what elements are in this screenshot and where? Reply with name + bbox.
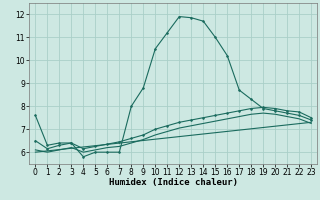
X-axis label: Humidex (Indice chaleur): Humidex (Indice chaleur) <box>109 178 238 187</box>
